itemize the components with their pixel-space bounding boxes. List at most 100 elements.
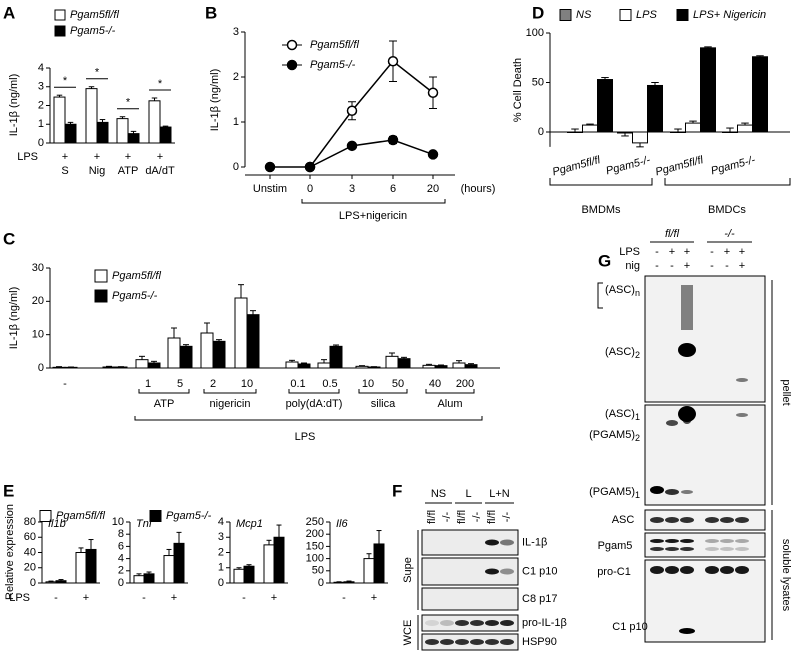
blot-band: [470, 620, 484, 626]
bracket: [288, 389, 340, 394]
y-tick-label: 6: [118, 540, 124, 552]
bar: [173, 542, 185, 584]
y-tick-label: 8: [118, 528, 124, 540]
legend-swatch: [94, 289, 108, 303]
blot-band: [485, 620, 499, 626]
y-tick-label: 40: [24, 546, 36, 558]
bar: [647, 84, 663, 133]
y-axis-label: % Cell Death: [512, 58, 524, 122]
legend-label: NS: [576, 9, 592, 21]
bar: [273, 536, 285, 584]
lane-label: fl/fl: [426, 510, 438, 524]
section-label: pellet: [780, 379, 792, 405]
y-tick-label: 10: [32, 329, 44, 341]
bar: [422, 364, 436, 369]
significance-mark: *: [95, 67, 100, 79]
bracket: [301, 199, 446, 204]
legend-label: Pgam5-/-: [166, 510, 212, 522]
legend-label: LPS+ Nigericin: [693, 9, 766, 21]
blot-band: [720, 566, 734, 574]
x-tick-label: -: [342, 592, 346, 604]
blot-box: [644, 559, 766, 643]
blot-band: [720, 517, 734, 523]
bar: [567, 131, 583, 133]
legend-swatch: [676, 9, 689, 21]
y-tick-label: 0: [118, 577, 124, 589]
blot-band: [455, 620, 469, 626]
bar: [102, 366, 116, 369]
x-tick-label: 5: [177, 378, 183, 390]
row-mark: +: [739, 260, 745, 272]
y-tick-label: 4: [118, 553, 124, 565]
row-label: LPS: [619, 246, 640, 258]
bar: [75, 552, 87, 584]
row-mark: -: [655, 260, 659, 272]
row-label: nig: [625, 260, 640, 272]
blot-band: [665, 517, 679, 523]
significance-mark: *: [63, 75, 68, 87]
bar: [45, 581, 57, 584]
y-tick-label: 0: [318, 577, 324, 589]
bar: [434, 365, 448, 369]
legend-swatch: [39, 510, 52, 522]
blot-band: [650, 539, 664, 543]
legend-swatch: [619, 9, 632, 21]
legend-swatch: [54, 25, 66, 37]
bar: [452, 362, 466, 369]
blot-band: [720, 547, 734, 551]
x-tick-label: 10: [362, 378, 374, 390]
blot-band: [500, 620, 514, 626]
band-label: pro-IL-1β: [522, 617, 567, 629]
bar: [367, 366, 381, 369]
blot-band: [735, 547, 749, 551]
x-tick-label: +: [271, 592, 277, 604]
legend-label: Pgam5-/-: [310, 59, 356, 71]
bar: [464, 364, 478, 369]
subplot-title: Tnf: [136, 518, 153, 530]
bracket: [134, 416, 483, 421]
y-tick-label: 80: [24, 516, 36, 528]
blot-band: [705, 547, 719, 551]
y-tick-label: 1: [218, 562, 224, 574]
legend-label: LPS: [636, 9, 657, 21]
x-tick-label: Pgam5-/-: [710, 154, 757, 177]
y-axis-label: Relative expression: [4, 504, 16, 600]
row-mark: -: [710, 246, 714, 258]
bar: [96, 121, 109, 144]
legend-label: Pgam5-/-: [112, 290, 158, 302]
y-tick-label: 2: [118, 565, 124, 577]
y-axis-label: IL-1β (ng/ml): [8, 74, 20, 137]
group-label: L+N: [489, 488, 510, 500]
blot-band: [650, 547, 664, 551]
bracket: [358, 389, 408, 394]
group-label: NS: [431, 488, 446, 500]
section-label: WCE: [402, 620, 414, 646]
subplot-title: Il1b: [48, 518, 66, 530]
bar: [700, 47, 716, 133]
band-label: C1 p10: [522, 565, 557, 577]
blot-band: [735, 566, 749, 574]
x-tick-label: +: [171, 592, 177, 604]
band-label-main: (PGAM5): [589, 486, 635, 498]
blot-band: [735, 539, 749, 543]
legend-swatch: [149, 510, 162, 522]
x-tick-label: -: [63, 378, 67, 390]
group-label: silica: [371, 398, 396, 410]
marker: [387, 56, 399, 67]
bar: [670, 131, 686, 133]
x-tick-label: 200: [456, 378, 474, 390]
y-tick-label: 1: [233, 116, 239, 128]
bar: [114, 366, 128, 369]
bar: [53, 96, 66, 144]
blot-band: [736, 413, 748, 417]
legend-label: Pgam5fl/fl: [70, 9, 119, 21]
row-label: LPS: [295, 431, 316, 443]
blot-band: [680, 539, 694, 543]
band-label: IL-1β: [522, 536, 547, 548]
bar: [143, 573, 155, 584]
x-tick-label: Pgam5-/-: [605, 154, 652, 177]
blot-band: [680, 566, 694, 574]
bracket: [203, 389, 257, 394]
band-label: (PGAM5)2: [589, 429, 640, 443]
blot-band: [650, 486, 664, 494]
